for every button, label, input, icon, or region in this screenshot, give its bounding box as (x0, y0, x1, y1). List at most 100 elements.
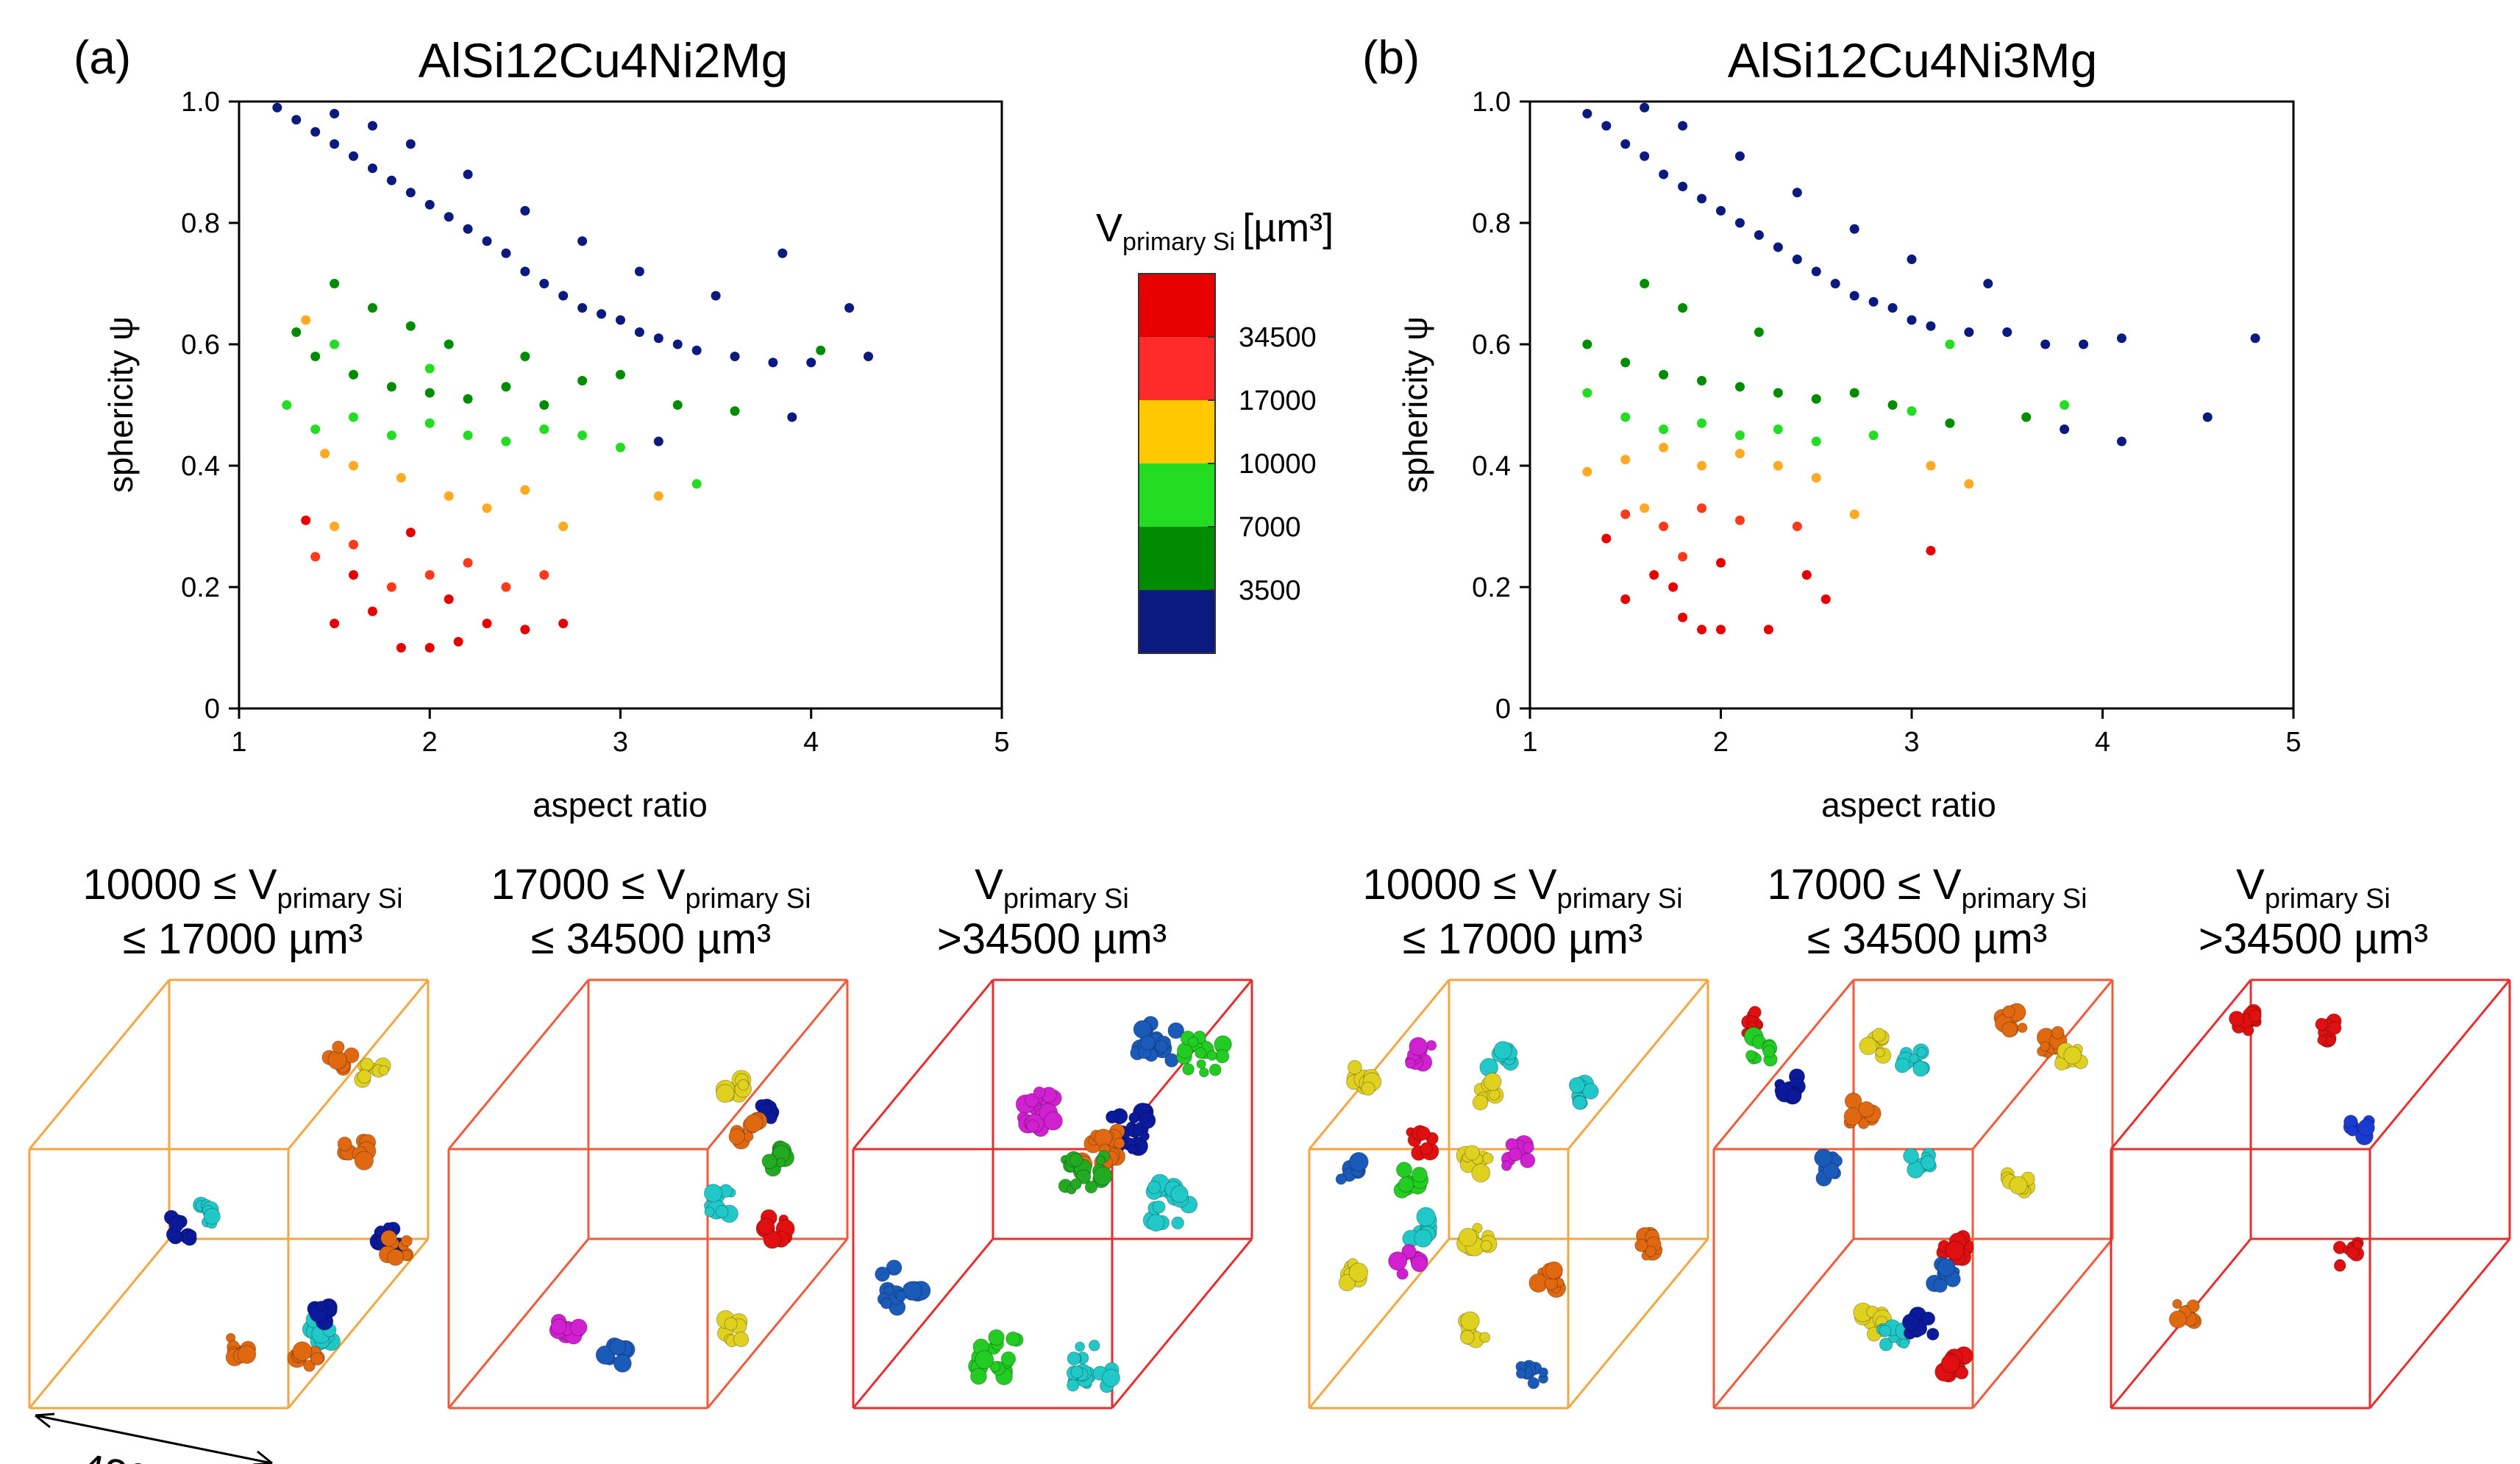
si-cluster (1142, 1173, 1198, 1232)
box-caption-main: 17000 ≤ V (1767, 861, 1961, 909)
cluster-blob (1409, 1037, 1428, 1056)
cluster-blob (2326, 1036, 2336, 1046)
colorbar-swatch (1139, 590, 1215, 653)
data-point (558, 522, 569, 531)
series-5 (301, 515, 569, 653)
data-point (1601, 533, 1612, 544)
panel-a-y-axis-label: sphericity ψ (102, 316, 140, 493)
x-tick-label: 4 (803, 727, 819, 758)
cluster-blob (1154, 1040, 1169, 1053)
data-point (463, 558, 473, 568)
cluster-blob (2315, 1017, 2329, 1031)
data-point (301, 515, 311, 525)
cluster-blob (1538, 1367, 1549, 1378)
si-cluster (321, 1040, 360, 1076)
si-cluster (1457, 1311, 1491, 1348)
colorbar-swatch (1139, 274, 1215, 337)
cluster-blob (2357, 1119, 2375, 1137)
data-point (1601, 121, 1612, 131)
cluster-blob (1464, 1145, 1480, 1161)
data-point (1773, 388, 1783, 398)
series-4 (1620, 503, 1802, 562)
si-cluster (1743, 1026, 1778, 1067)
data-point (1716, 625, 1726, 635)
cluster-blob (550, 1318, 567, 1335)
cluster-blob (2228, 1010, 2245, 1027)
data-point (691, 345, 702, 355)
cluster-blob (1814, 1148, 1833, 1168)
panel-b-title: AlSi12Cu4Ni3Mg (1728, 33, 2098, 88)
si-cluster (1814, 1148, 1843, 1187)
data-point (349, 461, 359, 471)
box-edge (1111, 1238, 1253, 1409)
cluster-blob (975, 1350, 994, 1369)
cluster-blob (1088, 1340, 1100, 1351)
colorbar-tick-labels: 34500 17000 10000 7000 3500 (1208, 322, 1317, 606)
cluster-blob (1898, 1338, 1909, 1349)
y-tick-label: 1.0 (1472, 87, 1511, 118)
panel-a-axis-ticks: 1 2 3 4 5 0 0.2 0.4 0.6 0.8 1.0 (181, 87, 1009, 758)
cluster-blob (1411, 1166, 1428, 1183)
cluster-blob (2063, 1046, 2082, 1065)
si-cluster (1901, 1306, 1940, 1341)
cluster-blob (2346, 1125, 2358, 1137)
data-point (1926, 461, 1936, 471)
box-edge (447, 1238, 590, 1409)
cluster-blob (703, 1184, 723, 1203)
si-cluster (1936, 1229, 1974, 1266)
cluster-blob (1171, 1216, 1185, 1230)
data-point (1868, 296, 1879, 307)
data-point (310, 352, 321, 361)
panel-b-x-axis-label: aspect ratio (1821, 786, 1996, 824)
box-caption-subscript: primary Si (1557, 884, 1683, 914)
cluster-blob (1545, 1261, 1563, 1279)
cluster-blob (716, 1084, 735, 1103)
data-point (501, 248, 511, 258)
data-point (864, 352, 874, 361)
data-point (1734, 151, 1745, 161)
data-point (1907, 255, 1917, 264)
cluster-blob (1388, 1251, 1408, 1271)
data-point (520, 625, 530, 635)
cluster-blob (1084, 1180, 1098, 1194)
box-edge (2368, 1238, 2511, 1409)
data-point (330, 279, 340, 288)
data-point (653, 333, 663, 344)
data-point (1659, 424, 1669, 434)
data-point (386, 582, 396, 592)
data-point (444, 491, 454, 501)
cluster-blob (332, 1040, 345, 1053)
data-point (1678, 121, 1688, 131)
colorbar-tick-label: 17000 (1239, 385, 1317, 416)
cluster-blob (2051, 1026, 2065, 1040)
data-point (1734, 449, 1745, 458)
cluster-blob (1128, 1112, 1140, 1124)
cluster-blob (357, 1069, 371, 1084)
x-tick-label: 2 (1713, 727, 1729, 758)
cluster-blob (303, 1360, 316, 1372)
cluster-blob (724, 1317, 738, 1331)
cluster-blob (400, 1234, 413, 1247)
data-point (1620, 509, 1631, 519)
si-cluster (2054, 1042, 2088, 1071)
cluster-blob (237, 1345, 257, 1364)
y-tick-label: 1.0 (181, 87, 220, 118)
cluster-blob (380, 1229, 398, 1247)
data-point (520, 485, 530, 495)
cluster-blob (1069, 1178, 1082, 1190)
data-point (272, 102, 282, 113)
box-caption-line2: ≤ 34500 µm³ (1807, 915, 2047, 963)
series-0 (272, 102, 874, 447)
box-caption-line2: ≤ 17000 µm³ (1403, 915, 1642, 963)
si-cluster (163, 1209, 197, 1246)
y-tick-label: 0 (1495, 694, 1511, 725)
colorbar-legend: Vprimary Si [µm³] 34500 17000 10000 7000 3500 (1096, 206, 1334, 654)
cluster-blob (1093, 1166, 1113, 1186)
data-point (711, 291, 721, 301)
x-tick-label: 3 (613, 727, 628, 758)
cluster-blob (1105, 1110, 1119, 1124)
data-point (291, 327, 302, 337)
cluster-blob (1067, 1351, 1081, 1366)
cluster-blob (969, 1368, 987, 1385)
